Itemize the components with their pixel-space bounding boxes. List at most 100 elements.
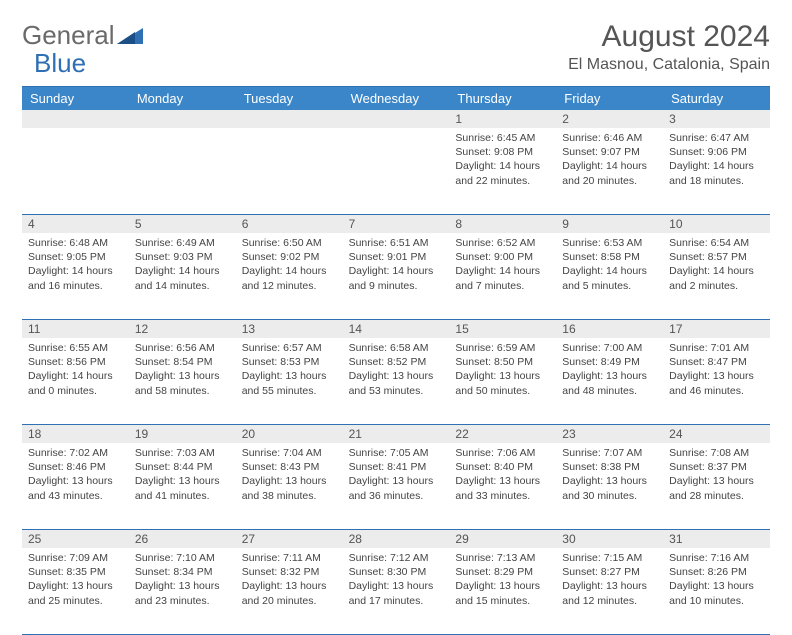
daylight-text: Daylight: 13 hours and 50 minutes.	[455, 369, 550, 397]
sunrise-text: Sunrise: 7:03 AM	[135, 446, 230, 460]
sunrise-text: Sunrise: 7:01 AM	[669, 341, 764, 355]
daylight-text: Daylight: 14 hours and 14 minutes.	[135, 264, 230, 292]
sunrise-text: Sunrise: 6:51 AM	[349, 236, 444, 250]
sunset-text: Sunset: 8:26 PM	[669, 565, 764, 579]
daylight-text: Daylight: 13 hours and 17 minutes.	[349, 579, 444, 607]
sunset-text: Sunset: 8:34 PM	[135, 565, 230, 579]
sunset-text: Sunset: 9:00 PM	[455, 250, 550, 264]
daylight-text: Daylight: 14 hours and 16 minutes.	[28, 264, 123, 292]
sunset-text: Sunset: 8:49 PM	[562, 355, 657, 369]
day-number: 30	[556, 530, 663, 548]
day-cell: Sunrise: 6:54 AMSunset: 8:57 PMDaylight:…	[663, 233, 770, 319]
daylight-text: Daylight: 14 hours and 20 minutes.	[562, 159, 657, 187]
logo-text-1: General	[22, 20, 115, 51]
weekday-header-row: Sunday Monday Tuesday Wednesday Thursday…	[22, 87, 770, 110]
daylight-text: Daylight: 14 hours and 22 minutes.	[455, 159, 550, 187]
daylight-text: Daylight: 14 hours and 9 minutes.	[349, 264, 444, 292]
sunset-text: Sunset: 9:06 PM	[669, 145, 764, 159]
weekday-sun: Sunday	[22, 87, 129, 110]
sunrise-text: Sunrise: 7:02 AM	[28, 446, 123, 460]
day-cell: Sunrise: 6:49 AMSunset: 9:03 PMDaylight:…	[129, 233, 236, 319]
sunrise-text: Sunrise: 6:59 AM	[455, 341, 550, 355]
day-number: 2	[556, 110, 663, 128]
day-number: 21	[343, 425, 450, 443]
sunset-text: Sunset: 8:50 PM	[455, 355, 550, 369]
day-number: 25	[22, 530, 129, 548]
sunrise-text: Sunrise: 6:52 AM	[455, 236, 550, 250]
sunset-text: Sunset: 8:58 PM	[562, 250, 657, 264]
day-cell: Sunrise: 7:08 AMSunset: 8:37 PMDaylight:…	[663, 443, 770, 529]
day-number: 29	[449, 530, 556, 548]
day-number: 26	[129, 530, 236, 548]
daynum-row: 25262728293031	[22, 530, 770, 548]
sunrise-text: Sunrise: 6:53 AM	[562, 236, 657, 250]
sunrise-text: Sunrise: 6:49 AM	[135, 236, 230, 250]
sunrise-text: Sunrise: 7:07 AM	[562, 446, 657, 460]
day-number: 22	[449, 425, 556, 443]
day-cell: Sunrise: 6:55 AMSunset: 8:56 PMDaylight:…	[22, 338, 129, 424]
daylight-text: Daylight: 13 hours and 28 minutes.	[669, 474, 764, 502]
daynum-row: 18192021222324	[22, 425, 770, 443]
day-number: 31	[663, 530, 770, 548]
day-number: 5	[129, 215, 236, 233]
sunrise-text: Sunrise: 6:57 AM	[242, 341, 337, 355]
sunrise-text: Sunrise: 7:06 AM	[455, 446, 550, 460]
day-number: 6	[236, 215, 343, 233]
day-number: 4	[22, 215, 129, 233]
sunset-text: Sunset: 8:40 PM	[455, 460, 550, 474]
sunset-text: Sunset: 8:44 PM	[135, 460, 230, 474]
day-number: 23	[556, 425, 663, 443]
day-cell: Sunrise: 7:02 AMSunset: 8:46 PMDaylight:…	[22, 443, 129, 529]
sunset-text: Sunset: 9:03 PM	[135, 250, 230, 264]
daylight-text: Daylight: 13 hours and 23 minutes.	[135, 579, 230, 607]
daylight-text: Daylight: 13 hours and 48 minutes.	[562, 369, 657, 397]
daynum-row: 123	[22, 110, 770, 128]
day-cell: Sunrise: 7:07 AMSunset: 8:38 PMDaylight:…	[556, 443, 663, 529]
day-cell: Sunrise: 6:45 AMSunset: 9:08 PMDaylight:…	[449, 128, 556, 214]
sunset-text: Sunset: 8:29 PM	[455, 565, 550, 579]
day-cell: Sunrise: 7:10 AMSunset: 8:34 PMDaylight:…	[129, 548, 236, 634]
sunrise-text: Sunrise: 6:48 AM	[28, 236, 123, 250]
day-cell: Sunrise: 6:58 AMSunset: 8:52 PMDaylight:…	[343, 338, 450, 424]
day-cell: Sunrise: 7:09 AMSunset: 8:35 PMDaylight:…	[22, 548, 129, 634]
day-number	[236, 110, 343, 128]
day-number: 24	[663, 425, 770, 443]
day-number: 1	[449, 110, 556, 128]
day-cell: Sunrise: 7:01 AMSunset: 8:47 PMDaylight:…	[663, 338, 770, 424]
day-number: 13	[236, 320, 343, 338]
day-number: 7	[343, 215, 450, 233]
day-number: 15	[449, 320, 556, 338]
sunset-text: Sunset: 8:53 PM	[242, 355, 337, 369]
sunrise-text: Sunrise: 7:09 AM	[28, 551, 123, 565]
sunset-text: Sunset: 8:47 PM	[669, 355, 764, 369]
day-number: 20	[236, 425, 343, 443]
day-cell: Sunrise: 7:13 AMSunset: 8:29 PMDaylight:…	[449, 548, 556, 634]
week-row: Sunrise: 6:48 AMSunset: 9:05 PMDaylight:…	[22, 233, 770, 320]
week-row: Sunrise: 7:09 AMSunset: 8:35 PMDaylight:…	[22, 548, 770, 635]
daylight-text: Daylight: 13 hours and 41 minutes.	[135, 474, 230, 502]
day-cell: Sunrise: 7:11 AMSunset: 8:32 PMDaylight:…	[236, 548, 343, 634]
daylight-text: Daylight: 13 hours and 38 minutes.	[242, 474, 337, 502]
day-number: 19	[129, 425, 236, 443]
daylight-text: Daylight: 13 hours and 10 minutes.	[669, 579, 764, 607]
sunset-text: Sunset: 8:46 PM	[28, 460, 123, 474]
daylight-text: Daylight: 13 hours and 55 minutes.	[242, 369, 337, 397]
day-cell: Sunrise: 6:50 AMSunset: 9:02 PMDaylight:…	[236, 233, 343, 319]
day-cell: Sunrise: 7:06 AMSunset: 8:40 PMDaylight:…	[449, 443, 556, 529]
page-header: General August 2024 El Masnou, Catalonia…	[22, 20, 770, 74]
daylight-text: Daylight: 13 hours and 12 minutes.	[562, 579, 657, 607]
week-row: Sunrise: 6:55 AMSunset: 8:56 PMDaylight:…	[22, 338, 770, 425]
sunrise-text: Sunrise: 6:54 AM	[669, 236, 764, 250]
day-cell: Sunrise: 6:56 AMSunset: 8:54 PMDaylight:…	[129, 338, 236, 424]
day-number: 28	[343, 530, 450, 548]
sunrise-text: Sunrise: 6:50 AM	[242, 236, 337, 250]
weekday-tue: Tuesday	[236, 87, 343, 110]
sunset-text: Sunset: 8:32 PM	[242, 565, 337, 579]
day-cell: Sunrise: 7:05 AMSunset: 8:41 PMDaylight:…	[343, 443, 450, 529]
day-cell: Sunrise: 6:47 AMSunset: 9:06 PMDaylight:…	[663, 128, 770, 214]
week-row: Sunrise: 6:45 AMSunset: 9:08 PMDaylight:…	[22, 128, 770, 215]
day-cell	[343, 128, 450, 214]
day-number: 9	[556, 215, 663, 233]
weekday-mon: Monday	[129, 87, 236, 110]
daylight-text: Daylight: 13 hours and 53 minutes.	[349, 369, 444, 397]
